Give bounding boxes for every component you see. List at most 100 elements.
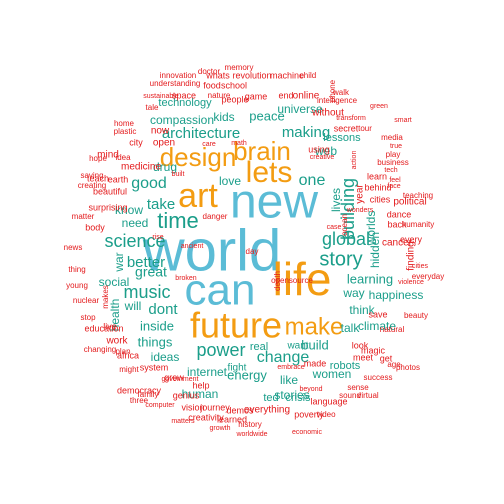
cloud-word-lessons: lessons [323, 132, 361, 144]
cloud-word-creating: creating [78, 181, 106, 190]
cloud-word-wonders: wonders [346, 207, 374, 214]
cloud-word-city: city [129, 137, 143, 147]
cloud-word-revolution: revolution [232, 70, 271, 80]
cloud-word-learn: learn [367, 171, 387, 181]
cloud-word-dance: dance [387, 209, 412, 219]
cloud-word-now: now [151, 126, 170, 137]
cloud-word-people: people [221, 94, 248, 104]
cloud-word-design: design [160, 142, 237, 172]
cloud-word-make: make [285, 313, 344, 340]
cloud-word-earth: earth [108, 174, 129, 184]
cloud-word-idea: idea [115, 153, 131, 162]
cloud-word-using: using [308, 144, 330, 154]
cloud-word-tech: tech [384, 167, 397, 174]
cloud-word-system: system [140, 362, 169, 372]
cloud-word-language: language [310, 396, 347, 406]
cloud-word-work: work [105, 336, 128, 347]
cloud-word-hidden: hidden [368, 232, 382, 268]
cloud-word-embrace: embrace [277, 364, 304, 371]
cloud-word-save: save [368, 309, 387, 319]
cloud-word-sense: sense [347, 383, 369, 392]
cloud-word-back: back [387, 219, 407, 229]
cloud-word-end: end [278, 90, 293, 100]
cloud-word-memory: memory [225, 63, 254, 72]
cloud-word-happiness: happiness [369, 288, 424, 302]
cloud-word-rise: rise [152, 234, 163, 241]
cloud-word-universe: universe [277, 102, 323, 116]
cloud-word-video: video [316, 410, 336, 419]
cloud-word-journey: journey [199, 402, 230, 412]
cloud-word-photos: photos [396, 363, 420, 372]
cloud-word-case: case [327, 224, 342, 231]
cloud-word-women: women [312, 367, 352, 381]
cloud-word-worldwide: worldwide [235, 431, 267, 438]
cloud-word-hope: hope [89, 154, 107, 163]
cloud-word-genius: genius [173, 390, 200, 400]
cloud-word-social: social [99, 275, 130, 289]
cloud-word-technology: technology [158, 97, 212, 109]
cloud-word-walk: walk [332, 88, 350, 97]
cloud-word-family: family [138, 390, 159, 399]
cloud-word-things: things [138, 334, 173, 349]
cloud-word-take: take [147, 196, 175, 213]
cloud-word-help: help [192, 380, 209, 390]
cloud-word-plan: plan [115, 347, 130, 356]
cloud-word-built: built [172, 171, 185, 178]
cloud-word-finding: finding [406, 241, 417, 270]
cloud-word-intelligence: intelligence [317, 96, 358, 105]
cloud-word-like: like [280, 373, 298, 387]
cloud-word-stop: stop [80, 313, 96, 322]
cloud-word-growth: growth [209, 425, 230, 432]
cloud-word-face: face [387, 183, 400, 190]
cloud-word-art: art [178, 177, 218, 215]
cloud-word-can: can [185, 266, 256, 315]
cloud-word-nature: nature [208, 91, 231, 100]
cloud-word-human: human [182, 387, 219, 401]
cloud-word-live: live [103, 321, 117, 331]
cloud-word-young: young [66, 281, 88, 290]
cloud-word-drug: drug [153, 160, 177, 174]
cloud-word-want: want [286, 341, 308, 352]
cloud-word-death: death [273, 271, 282, 291]
cloud-word-talk: talk [341, 321, 361, 335]
cloud-word-sustainable: sustainable [143, 93, 179, 100]
cloud-word-transform: transform [336, 115, 366, 122]
cloud-word-science: science [104, 231, 165, 251]
cloud-word-inside: inside [140, 318, 174, 333]
cloud-word-beautiful: beautiful [93, 186, 127, 196]
cloud-word-worlds: worlds [364, 211, 378, 247]
cloud-word-way: way [342, 286, 364, 300]
cloud-word-virtual: virtual [357, 391, 379, 400]
cloud-word-kids: kids [213, 110, 234, 124]
cloud-word-cancer: cancer [382, 238, 413, 249]
cloud-word-business: business [377, 158, 409, 167]
cloud-word-surprising: surprising [88, 202, 127, 212]
cloud-word-climate: climate [358, 319, 396, 333]
cloud-word-success: success [364, 373, 393, 382]
cloud-word-behind: behind [364, 182, 391, 192]
cloud-word-africa: africa [117, 350, 139, 360]
cloud-word-creativity: creativity [188, 412, 224, 422]
cloud-word-dont: dont [148, 301, 178, 318]
cloud-word-nuclear: nuclear [73, 296, 100, 305]
cloud-word-meet: meet [353, 352, 374, 362]
cloud-word-life: life [273, 253, 332, 305]
cloud-word-opensource: opensource [271, 276, 313, 285]
cloud-word-natural: natural [380, 325, 405, 334]
cloud-word-medicine: medicine [121, 162, 161, 173]
cloud-word-age: age [387, 360, 401, 369]
cloud-word-tour: tour [358, 124, 372, 133]
cloud-word-open: open [153, 138, 175, 149]
cloud-word-brain: brain [233, 136, 291, 166]
cloud-word-building: building [338, 178, 358, 240]
cloud-word-sound: sound [339, 391, 361, 400]
cloud-word-mind: mind [97, 150, 119, 161]
cloud-word-creative: creative [310, 154, 335, 161]
cloud-word-everyday: everyday [412, 272, 444, 281]
cloud-word-energy: energy [227, 367, 267, 382]
cloud-word-broken: broken [175, 275, 197, 282]
cloud-word-secret: secret [334, 123, 359, 133]
cloud-word-political: political [393, 197, 426, 208]
cloud-word-danger: danger [203, 212, 228, 221]
cloud-word-every: every [400, 234, 423, 244]
